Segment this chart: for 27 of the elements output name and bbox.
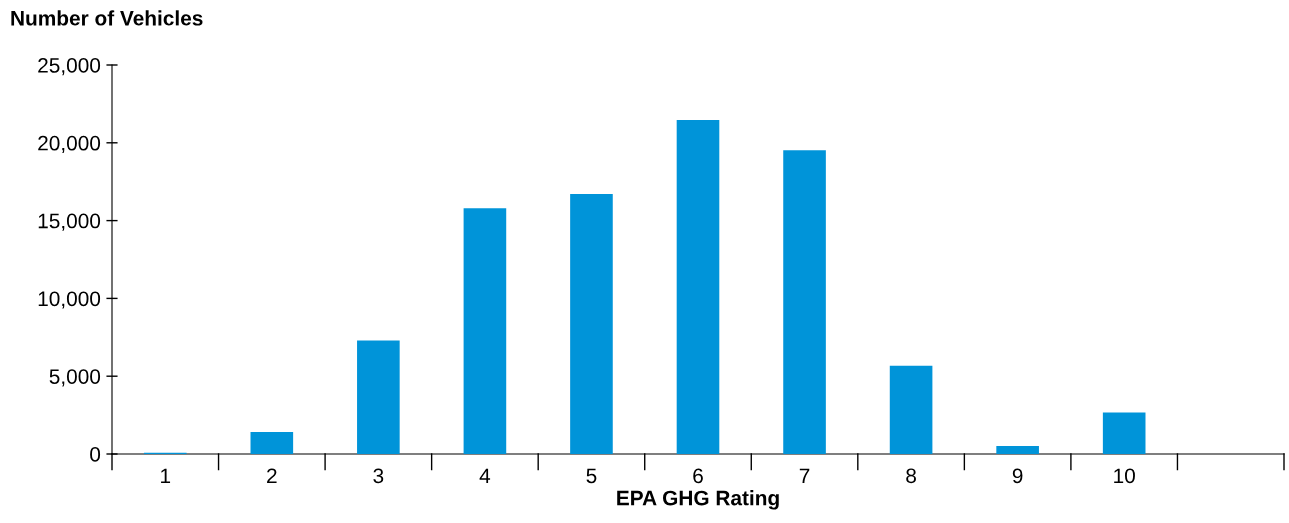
bar xyxy=(889,365,933,454)
bar xyxy=(1102,412,1146,454)
bar xyxy=(783,150,826,454)
bar xyxy=(570,193,613,454)
bar xyxy=(996,446,1039,454)
x-tick-label: 3 xyxy=(373,468,384,484)
x-tick-label: 8 xyxy=(906,468,916,484)
x-tick-label: 2 xyxy=(267,468,277,483)
y-tick-label: 15,000 xyxy=(38,213,101,231)
x-tick-label: 7 xyxy=(799,468,810,483)
x-tick-label: 10 xyxy=(1114,468,1135,484)
x-tick-label: 9 xyxy=(1012,468,1023,484)
bar xyxy=(676,119,720,454)
bar xyxy=(463,208,507,454)
y-axis-title: Number of Vehicles xyxy=(11,10,203,26)
x-tick-label: 5 xyxy=(586,468,597,484)
bar xyxy=(357,340,400,454)
y-tick-label: 25,000 xyxy=(38,58,101,76)
x-tick-label: 1 xyxy=(161,468,171,483)
y-tick-label: 0 xyxy=(90,447,101,462)
y-tick-label: 20,000 xyxy=(38,135,101,154)
x-tick-label: 4 xyxy=(479,468,491,483)
x-axis-title: EPA GHG Rating xyxy=(617,490,779,510)
y-tick-label: 10,000 xyxy=(38,291,101,309)
x-tick-label: 6 xyxy=(693,468,703,484)
bar xyxy=(250,431,294,454)
y-tick-label: 5,000 xyxy=(49,369,101,387)
